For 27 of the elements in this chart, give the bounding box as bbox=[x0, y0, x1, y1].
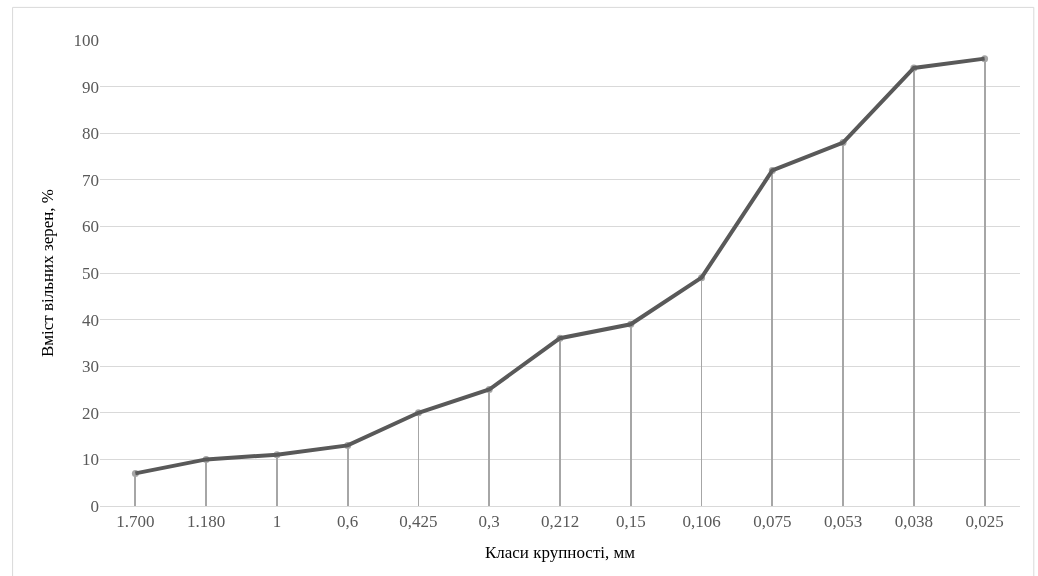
x-tick-label: 0,025 bbox=[965, 512, 1004, 532]
y-axis-title: Вміст вільних зерен, % bbox=[38, 188, 58, 358]
y-tick-label: 80 bbox=[82, 124, 99, 144]
y-tick-label: 0 bbox=[90, 496, 99, 516]
y-tick-label: 20 bbox=[82, 403, 99, 423]
y-tick-label: 70 bbox=[82, 170, 99, 190]
y-tick-label: 90 bbox=[82, 77, 99, 97]
x-tick-label: 0,3 bbox=[478, 512, 500, 532]
x-tick-label: 0,15 bbox=[615, 512, 646, 532]
x-tick-label: 1 bbox=[272, 512, 282, 532]
x-tick-label: 0,038 bbox=[894, 512, 933, 532]
y-tick-label: 40 bbox=[82, 310, 99, 330]
x-tick-label: 0,425 bbox=[399, 512, 438, 532]
y-tick-label: 50 bbox=[82, 263, 99, 283]
x-tick-label: 1.700 bbox=[116, 512, 155, 532]
x-tick-label: 1.180 bbox=[187, 512, 226, 532]
x-tick-label: 0,6 bbox=[337, 512, 359, 532]
y-tick-label: 100 bbox=[73, 30, 99, 50]
x-tick-label: 0,075 bbox=[753, 512, 792, 532]
x-tick-label: 0,106 bbox=[682, 512, 721, 532]
y-tick-label: 30 bbox=[82, 357, 99, 377]
x-tick-label: 0,212 bbox=[540, 512, 580, 532]
line-series bbox=[133, 56, 987, 476]
x-axis-title: Класи крупності, мм bbox=[484, 542, 636, 562]
y-tick-label: 10 bbox=[82, 450, 99, 470]
x-tick-label: 0,053 bbox=[823, 512, 863, 532]
y-tick-label: 60 bbox=[82, 217, 99, 237]
